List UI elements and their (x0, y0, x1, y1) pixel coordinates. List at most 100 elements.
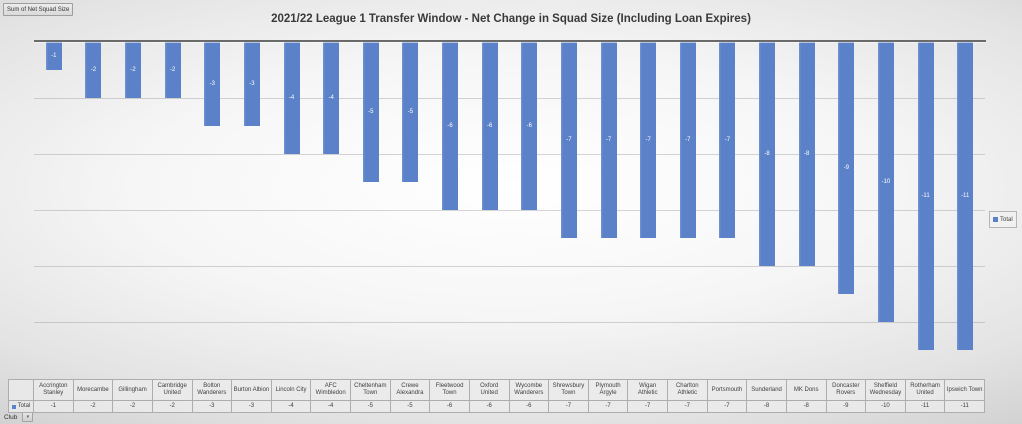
club-column-header: Cheltenham Town (351, 380, 391, 401)
bar[interactable]: -6 (481, 42, 498, 210)
value-cell: -7 (588, 401, 629, 413)
bar[interactable]: -2 (85, 42, 102, 98)
value-cell: -3 (192, 401, 233, 413)
bar[interactable]: -7 (719, 42, 736, 238)
value-cell: -4 (271, 401, 312, 413)
value-field-button[interactable]: Sum of Net Squad Size (3, 3, 74, 16)
club-column-header: Burton Albion (232, 380, 272, 401)
bar[interactable]: -6 (442, 42, 459, 210)
bar[interactable]: -11 (917, 42, 934, 350)
bar-value-label: -7 (605, 137, 612, 143)
zero-axis-line (34, 40, 986, 42)
bar[interactable]: -8 (798, 42, 815, 266)
bar[interactable]: -7 (560, 42, 577, 238)
club-column-header: AFC Wimbledon (311, 380, 351, 401)
axis-field-label: Club (4, 413, 18, 421)
bar-value-label: -6 (526, 123, 532, 129)
axis-field-dropdown-button[interactable]: ▾ (22, 412, 34, 422)
value-cell: -8 (747, 401, 787, 413)
bar[interactable]: -10 (877, 42, 894, 322)
gridline (34, 210, 985, 211)
value-cell: -6 (509, 401, 550, 413)
bar-value-label: -3 (249, 81, 255, 87)
bar[interactable]: -3 (204, 42, 221, 126)
club-column-header: Bolton Wanderers (192, 380, 233, 401)
value-cell: -5 (351, 401, 391, 413)
club-column-header: Portsmouth (707, 380, 748, 401)
value-cell: -11 (905, 401, 946, 413)
bar[interactable]: -4 (283, 42, 300, 154)
bar-value-label: -11 (921, 193, 930, 199)
bar-value-label: -5 (368, 109, 374, 115)
bar-value-label: -9 (843, 165, 849, 171)
bar[interactable]: -9 (838, 42, 855, 294)
bar-value-label: -7 (566, 137, 572, 143)
legend-key-icon (993, 217, 998, 222)
chart-title: 2021/22 League 1 Transfer Window - Net C… (271, 13, 751, 25)
data-table: Accrington Stanley Morecambe Gillingham Cam… (8, 379, 985, 413)
club-column-header: Lincoln City (271, 380, 312, 401)
gridline (34, 322, 985, 323)
bar[interactable]: -11 (957, 42, 974, 350)
bar[interactable]: -8 (759, 42, 776, 266)
bar-value-label: -2 (90, 67, 97, 73)
value-field-button-label: Sum of Net Squad Size (7, 6, 70, 13)
legend-label: Total (1000, 216, 1013, 223)
bar-value-label: -2 (130, 67, 136, 73)
bar[interactable]: -2 (125, 42, 142, 98)
bar-value-label: -4 (288, 95, 295, 101)
club-column-header: Cambridge United (152, 380, 193, 401)
value-cell: -6 (430, 401, 470, 413)
bar[interactable]: -4 (323, 42, 340, 154)
club-column-header: Crewe Alexandra (390, 380, 431, 401)
club-column-header: Morecambe (73, 380, 114, 401)
bar[interactable]: -7 (640, 42, 657, 238)
value-cell: -2 (152, 401, 193, 413)
table-corner-cell (9, 380, 34, 401)
club-column-header: Shrewsbury Town (549, 380, 589, 401)
value-cell: -5 (390, 401, 431, 413)
bar-value-label: -11 (961, 193, 970, 199)
bar[interactable]: -2 (164, 42, 181, 98)
club-column-header: Plymouth Argyle (588, 380, 629, 401)
value-cell: -8 (786, 401, 827, 413)
bar-value-label: -3 (209, 81, 215, 87)
value-cell: -10 (866, 401, 906, 413)
club-column-header: Wycombe Wanderers (509, 380, 550, 401)
bar[interactable]: -6 (521, 42, 538, 210)
club-column-header: Charlton Athletic (668, 380, 708, 401)
plot-area: -1 -2 -2 -2 -3 -3 -4 -4 -5 -5 -6 -6 -6 -7 -7 -7 -7 -7 -8 -8… (34, 42, 985, 372)
value-cell: -11 (945, 401, 985, 413)
bar-value-label: -5 (407, 109, 414, 115)
table-row-label-text: Total (17, 403, 31, 410)
gridline (34, 266, 985, 267)
bar-value-label: -6 (447, 123, 453, 129)
axis-field-button[interactable]: Club ▾ (4, 412, 34, 422)
legend-key-icon (11, 404, 16, 409)
club-column-header: MK Dons (786, 380, 827, 401)
bar[interactable]: -7 (600, 42, 617, 238)
club-column-header: Doncaster Rovers (826, 380, 867, 401)
bar[interactable]: -5 (362, 42, 379, 182)
club-column-header: Fleetwood Town (430, 380, 470, 401)
bar-value-label: -8 (764, 151, 770, 157)
bar-value-label: -7 (685, 137, 691, 143)
chevron-down-icon: ▾ (26, 413, 30, 420)
club-column-header: Sunderland (747, 380, 787, 401)
club-column-header: Ipswich Town (945, 380, 985, 401)
value-cell: -7 (707, 401, 748, 413)
value-cell: -3 (232, 401, 272, 413)
value-cell: -2 (73, 401, 114, 413)
bar[interactable]: -5 (402, 42, 419, 182)
bar[interactable]: -3 (243, 42, 260, 126)
bar[interactable]: -1 (45, 42, 62, 70)
value-cell: -4 (311, 401, 351, 413)
value-cell: -7 (549, 401, 589, 413)
value-cell: -7 (668, 401, 708, 413)
bar[interactable]: -7 (679, 42, 696, 238)
gridline (34, 98, 985, 99)
bar-value-label: -2 (170, 67, 176, 73)
bar-value-label: -4 (328, 95, 334, 101)
club-column-header: Accrington Stanley (34, 380, 74, 401)
